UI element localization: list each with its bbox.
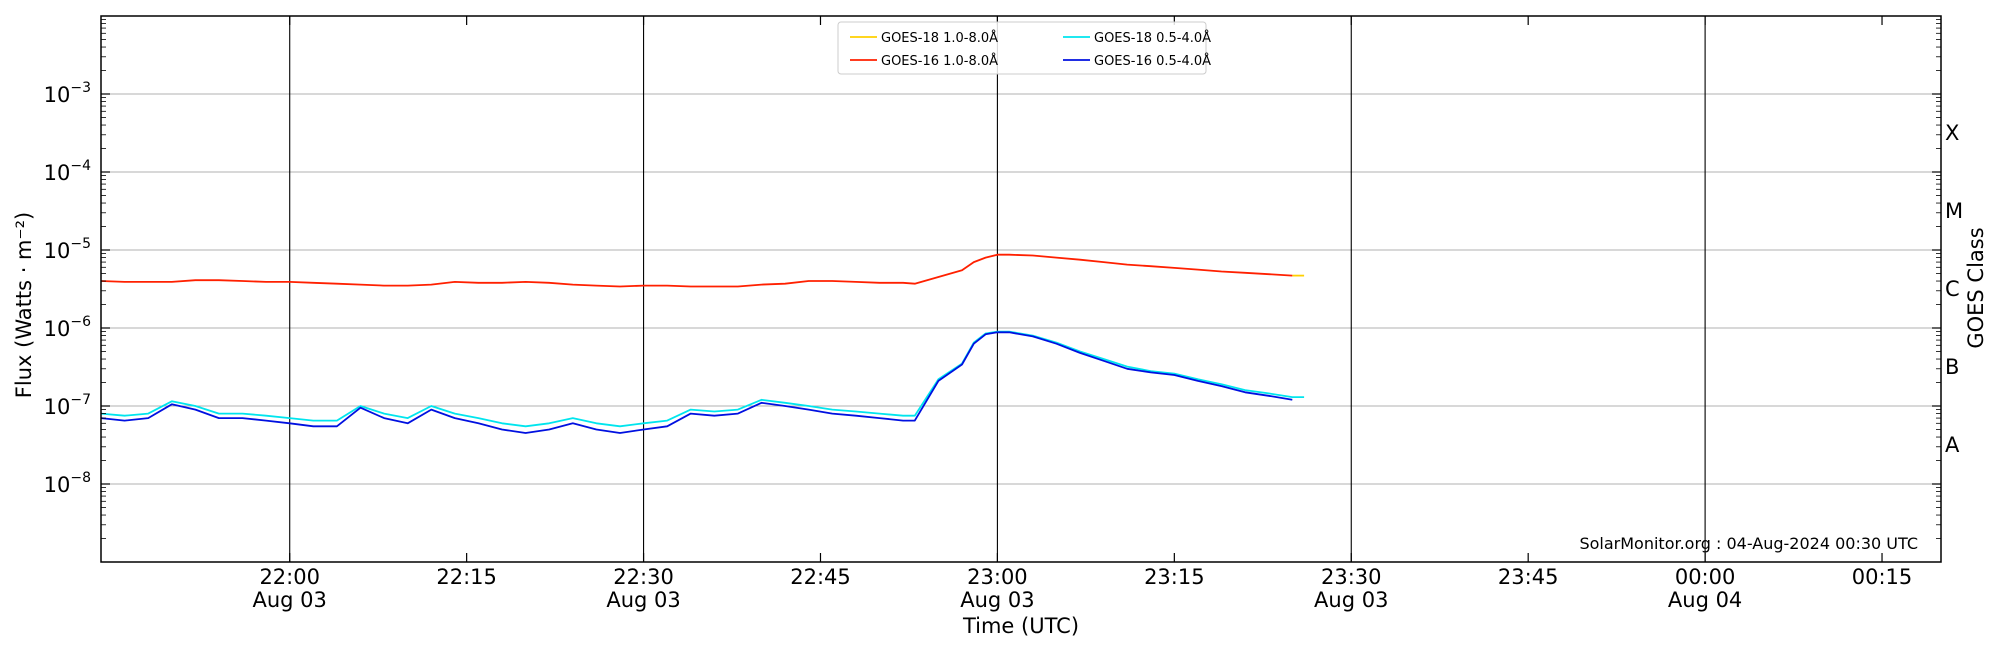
right-axis-title: GOES Class — [1964, 227, 1988, 348]
x-tick-label: 00:00 — [1675, 565, 1736, 589]
series-line — [100, 330, 1305, 428]
axes — [100, 15, 1942, 563]
legend-label: GOES-18 1.0-8.0Å — [881, 30, 998, 46]
x-tick-date-label: Aug 03 — [1314, 588, 1388, 612]
legend-label: GOES-16 0.5-4.0Å — [1094, 53, 1211, 69]
y-tick-label: 10−7 — [44, 392, 91, 419]
grid-lines — [101, 16, 1941, 562]
goes-class-label: C — [1945, 277, 1960, 301]
legend-frame — [837, 21, 1207, 75]
y-tick-label: 10−4 — [44, 158, 91, 185]
legend-label: GOES-18 0.5-4.0Å — [1094, 30, 1211, 46]
x-tick-label: 23:15 — [1144, 565, 1205, 589]
x-tick-label: 00:15 — [1852, 565, 1913, 589]
x-tick-date-label: Aug 03 — [960, 588, 1034, 612]
plot-frame — [100, 15, 1942, 563]
x-tick-label: 22:45 — [790, 565, 851, 589]
goes-class-label: M — [1945, 199, 1963, 223]
x-tick-label: 22:30 — [613, 565, 674, 589]
y-tick-labels: 10−8 10−7 10−6 10−5 10−4 10−3 — [44, 80, 91, 497]
x-axis-title: Time (UTC) — [962, 614, 1079, 638]
y-tick-label: 10−6 — [44, 314, 91, 341]
x-tick-label: 22:00 — [259, 565, 320, 589]
legend: GOES-18 1.0-8.0Å GOES-16 1.0-8.0Å GOES-18 … — [837, 21, 1211, 75]
x-tick-label: 23:30 — [1321, 565, 1382, 589]
legend-label: GOES-16 1.0-8.0Å — [881, 53, 998, 69]
x-tick-label: 23:45 — [1498, 565, 1559, 589]
goes-class-labels: A B C M X — [1945, 121, 1963, 457]
series-lines — [100, 253, 1305, 434]
series-line — [100, 331, 1293, 434]
x-tick-label: 23:00 — [967, 565, 1028, 589]
watermark-text: SolarMonitor.org : 04-Aug-2024 00:30 UTC — [1579, 534, 1918, 553]
goes-class-label: X — [1945, 121, 1959, 145]
x-tick-date-label: Aug 04 — [1668, 588, 1742, 612]
goes-class-label: A — [1945, 433, 1960, 457]
y-tick-label: 10−3 — [44, 80, 91, 107]
y-tick-label: 10−8 — [44, 470, 91, 497]
y-tick-label: 10−5 — [44, 236, 91, 263]
y-axis-title: Flux (Watts · m⁻²) — [12, 212, 36, 398]
series-line — [100, 253, 1293, 288]
x-tick-label: 22:15 — [436, 565, 497, 589]
goes-class-label: B — [1945, 355, 1959, 379]
x-tick-date-label: Aug 03 — [253, 588, 327, 612]
x-tick-date-label: Aug 03 — [606, 588, 680, 612]
